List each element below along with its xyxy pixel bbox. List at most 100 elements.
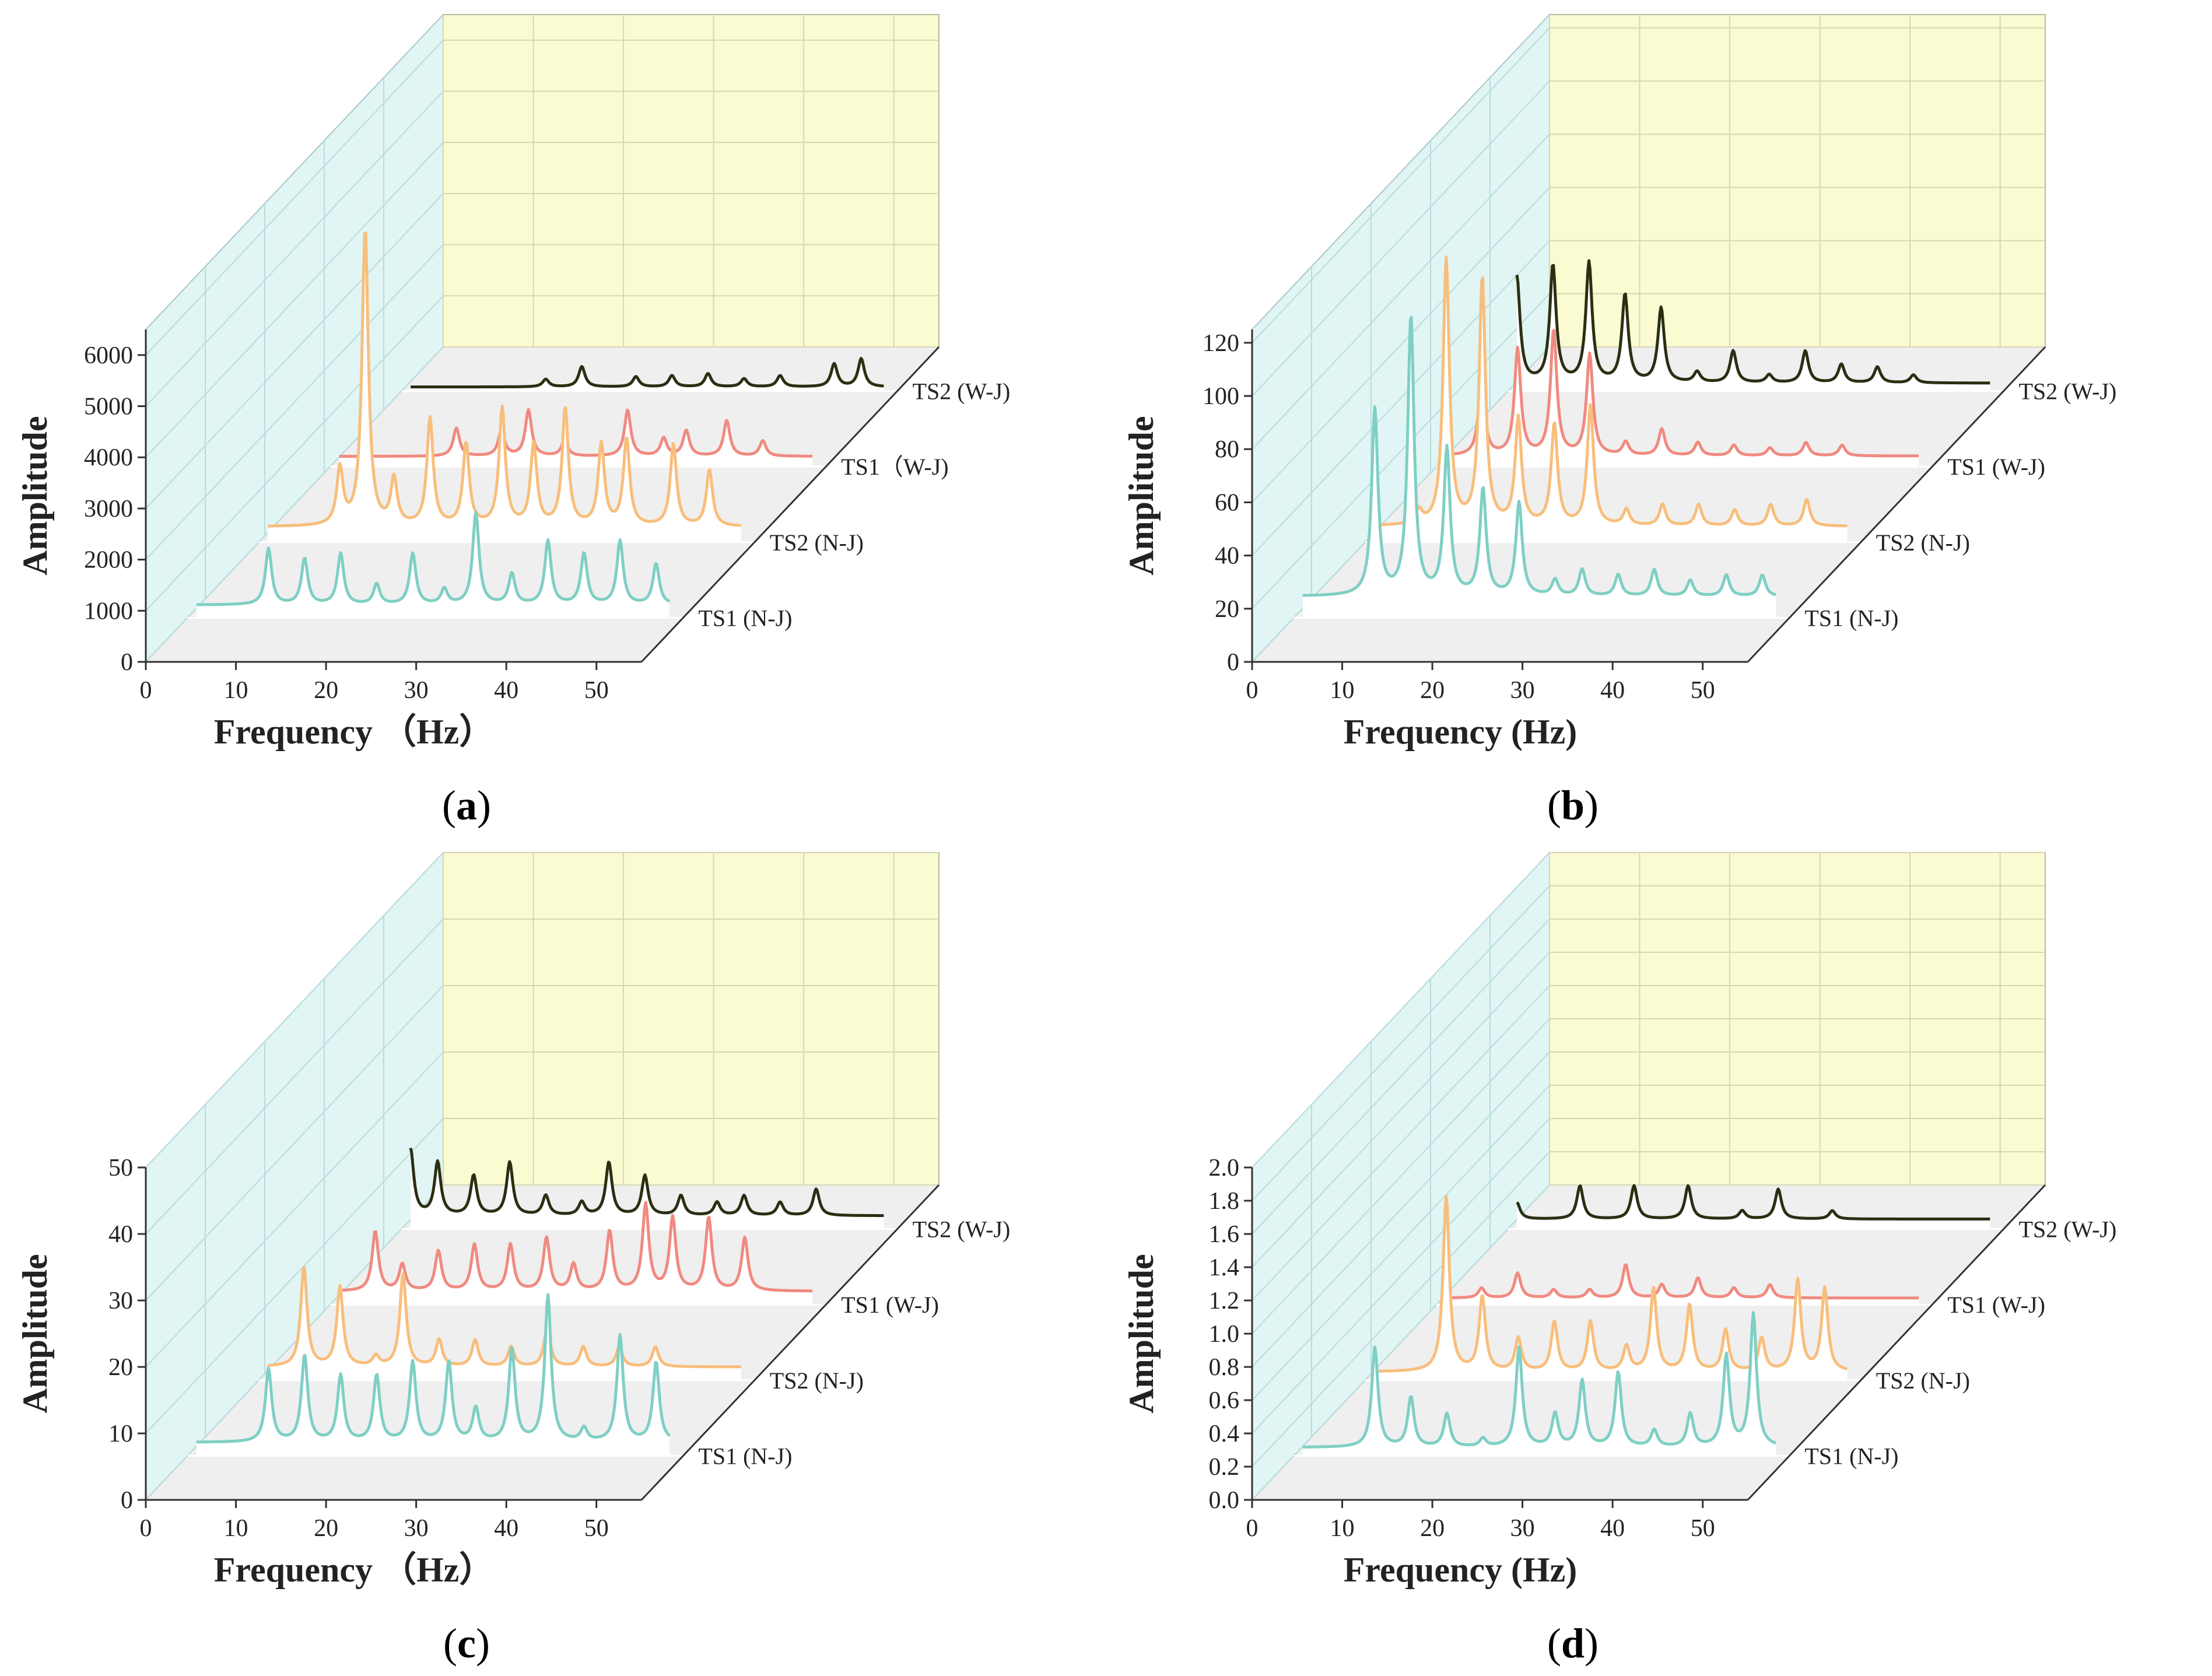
series-label: TS1 (W-J) bbox=[1947, 1292, 2045, 1318]
left-wall-grid bbox=[145, 852, 444, 1500]
y-tick-label: 1000 bbox=[84, 598, 133, 625]
series-line bbox=[339, 1201, 813, 1293]
series-label: TS1 (N-J) bbox=[1804, 605, 1898, 631]
x-axis-title: Frequency （Hz） bbox=[214, 712, 495, 751]
x-tick-label: 20 bbox=[1420, 677, 1445, 704]
series-label: TS2 (W-J) bbox=[2019, 1216, 2117, 1243]
y-tick-label: 30 bbox=[108, 1288, 133, 1314]
x-tick-label: 30 bbox=[404, 1515, 429, 1542]
back-wall-grid bbox=[1549, 852, 2045, 1186]
series-line bbox=[196, 510, 671, 606]
series-line bbox=[267, 232, 742, 528]
series-fill bbox=[1374, 257, 1848, 542]
x-tick-label: 30 bbox=[1510, 677, 1535, 704]
x-tick-label: 0 bbox=[1246, 1515, 1259, 1542]
y-tick-label: 0 bbox=[121, 1487, 133, 1514]
y-tick-label: 0.2 bbox=[1209, 1454, 1240, 1481]
y-tick-label: 2000 bbox=[84, 547, 133, 574]
y-axis-title: Amplitude bbox=[1122, 1254, 1161, 1413]
y-tick-label: 3000 bbox=[84, 496, 133, 523]
panel-caption: (b) bbox=[1547, 782, 1598, 829]
chart-panel-c: 0 10 20 30 40 50 0 10 20 30 40 50 Frequency （Hz） Ampl… bbox=[16, 851, 1011, 1667]
y-tick-label: 1.8 bbox=[1209, 1188, 1240, 1215]
y-tick-label: 0.4 bbox=[1209, 1421, 1240, 1447]
series-label: TS1 (W-J) bbox=[841, 1292, 939, 1318]
y-tick-label: 100 bbox=[1203, 383, 1239, 410]
series-fill bbox=[1445, 330, 1919, 467]
series-fill bbox=[339, 1202, 812, 1305]
x-tick-label: 30 bbox=[404, 677, 429, 704]
y-tick-label: 0.6 bbox=[1209, 1387, 1240, 1414]
x-tick-label: 0 bbox=[1246, 677, 1259, 704]
back-wall-grid bbox=[443, 852, 939, 1186]
series-line bbox=[410, 357, 885, 388]
back-wall bbox=[443, 14, 940, 348]
x-axis-title: Frequency (Hz) bbox=[1344, 1551, 1577, 1589]
x-tick-label: 20 bbox=[314, 677, 338, 704]
x-tick-label: 10 bbox=[224, 1515, 248, 1542]
series-line bbox=[1373, 255, 1848, 528]
left-wall-grid bbox=[1252, 27, 1550, 662]
x-tick-label: 40 bbox=[1600, 677, 1625, 704]
series-fill bbox=[268, 1268, 741, 1380]
series-line bbox=[1515, 259, 1991, 385]
y-tick-label: 4000 bbox=[84, 444, 133, 471]
x-tick-label: 20 bbox=[314, 1515, 338, 1542]
x-tick-label: 10 bbox=[1330, 1515, 1355, 1542]
x-tick-label: 50 bbox=[584, 1515, 609, 1542]
y-tick-label: 20 bbox=[1215, 596, 1239, 623]
series-label: TS2 (N-J) bbox=[770, 1368, 864, 1394]
series-line bbox=[339, 408, 813, 458]
y-tick-label: 0.0 bbox=[1209, 1487, 1240, 1514]
series-fill bbox=[196, 1295, 670, 1456]
y-tick-label: 40 bbox=[1215, 543, 1239, 570]
x-tick-label: 10 bbox=[224, 677, 248, 704]
series-label: TS1 (N-J) bbox=[698, 1443, 792, 1469]
x-tick-label: 50 bbox=[1691, 677, 1715, 704]
y-tick-label: 0 bbox=[121, 649, 133, 676]
x-tick-label: 0 bbox=[140, 677, 152, 704]
series-line bbox=[1445, 328, 1919, 458]
series-label: TS1（W-J) bbox=[841, 454, 948, 480]
y-tick-label: 80 bbox=[1215, 436, 1239, 463]
left-wall-grid bbox=[145, 40, 444, 662]
panel-caption: (d) bbox=[1547, 1620, 1598, 1667]
y-tick-label: 50 bbox=[108, 1155, 133, 1181]
y-axis-title: Amplitude bbox=[1122, 416, 1161, 575]
y-tick-label: 10 bbox=[108, 1421, 133, 1447]
series-line bbox=[1302, 315, 1776, 597]
y-tick-label: 1.2 bbox=[1209, 1288, 1240, 1314]
x-axis-title: Frequency (Hz) bbox=[1344, 713, 1577, 751]
series-label: TS2 (W-J) bbox=[913, 1216, 1011, 1243]
series-label: TS1 (W-J) bbox=[1947, 454, 2045, 480]
series-fill bbox=[1302, 1312, 1776, 1456]
depth-axis-line bbox=[1747, 346, 2046, 663]
series-label: TS2 (N-J) bbox=[1876, 1368, 1970, 1394]
series-label: TS2 (W-J) bbox=[2019, 378, 2117, 405]
series-fill bbox=[1302, 317, 1776, 618]
x-tick-label: 50 bbox=[1691, 1515, 1715, 1542]
series-line bbox=[196, 1293, 671, 1444]
depth-axis-line bbox=[1747, 1184, 2046, 1501]
x-tick-label: 0 bbox=[140, 1515, 152, 1542]
series-fill bbox=[1374, 1196, 1848, 1380]
x-tick-label: 40 bbox=[494, 1515, 518, 1542]
series-fill bbox=[196, 512, 670, 618]
y-tick-label: 2.0 bbox=[1209, 1155, 1240, 1181]
y-axis-title: Amplitude bbox=[16, 1254, 54, 1413]
x-tick-label: 50 bbox=[584, 677, 609, 704]
x-tick-label: 20 bbox=[1420, 1515, 1445, 1542]
panel-caption: (a) bbox=[442, 782, 491, 829]
back-wall bbox=[443, 852, 940, 1186]
x-axis-title: Frequency （Hz） bbox=[214, 1550, 495, 1589]
depth-axis-line bbox=[640, 1184, 940, 1501]
chart-panel-b: 0 20 40 60 80 100 120 0 10 20 30 40 50 Frequency (Hz)… bbox=[1122, 13, 2117, 829]
y-tick-label: 1.6 bbox=[1209, 1221, 1240, 1248]
series-line bbox=[1445, 1263, 1919, 1300]
depth-axis-line bbox=[640, 346, 940, 663]
series-label: TS2 (N-J) bbox=[770, 530, 864, 556]
y-axis-title: Amplitude bbox=[16, 416, 54, 575]
back-wall-grid bbox=[443, 15, 939, 348]
x-tick-label: 10 bbox=[1330, 677, 1355, 704]
